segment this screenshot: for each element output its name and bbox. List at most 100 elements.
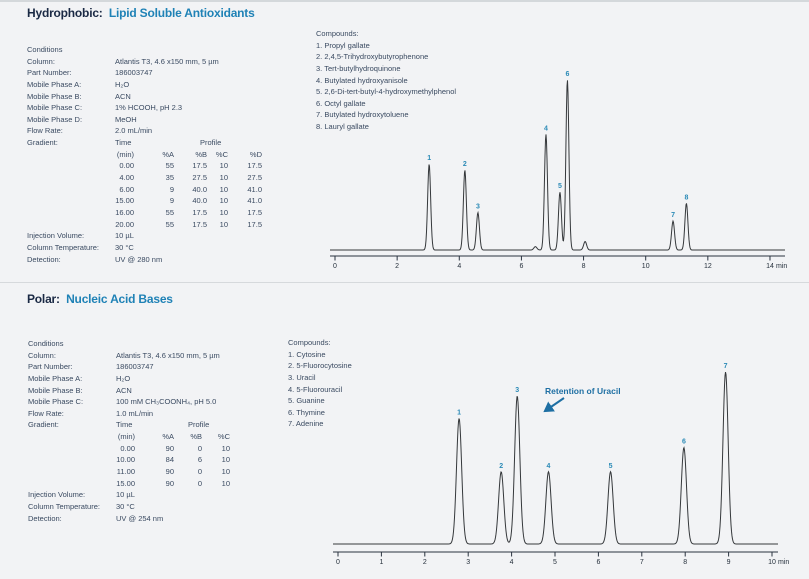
condition-row: Column Temperature: 30 °C xyxy=(28,501,288,513)
gradient-cell: 41.0 xyxy=(247,184,262,194)
gradient-header-row: Gradient: Time Profile xyxy=(28,419,288,431)
condition-row: Mobile Phase A: H₂O xyxy=(27,79,287,91)
peak-label-1: 1 xyxy=(457,409,461,416)
compounds-items: 1. Cytosine 2. 5-Fluorocytosine 3. Uracil 4… xyxy=(288,349,352,429)
condition-label: Flow Rate: xyxy=(28,408,64,418)
condition-row: Detection: UV @ 254 nm xyxy=(28,513,288,525)
compound-item: 1. Propyl gallate xyxy=(316,40,370,50)
x-tick-label: 1 xyxy=(379,559,383,566)
gradient-rows: 0.00 90 0 10 10.00 84 6 10 11.00 90 0 10 15.00 90 0 10 xyxy=(113,443,288,490)
gradient-cell: 6.00 xyxy=(119,184,134,194)
condition-label: Injection Volume: xyxy=(27,231,85,241)
top-border-line xyxy=(0,0,809,2)
gradient-cell: 20.00 xyxy=(115,219,134,229)
x-tick-label: 5 xyxy=(553,559,557,566)
compounds-list-polar: Compounds: 1. Cytosine 2. 5-Fluorocytosin… xyxy=(288,337,352,429)
gradient-cell: 0 xyxy=(197,467,202,477)
gradient-row: 11.00 90 0 10 xyxy=(113,466,288,478)
gradient-cell: 55 xyxy=(165,219,174,229)
condition-label: Mobile Phase D: xyxy=(27,114,83,124)
compound-item: 3. Tert-butylhydroquinone xyxy=(316,63,401,73)
condition-row: Flow Rate: 1.0 mL/min xyxy=(28,408,288,420)
gradient-cell: 55 xyxy=(165,207,174,217)
chromatogram-trace xyxy=(333,371,778,545)
gradient-cell: 55 xyxy=(165,161,174,171)
gradient-cell: 10 xyxy=(219,207,228,217)
chromatogram-trace xyxy=(330,80,785,251)
chromatogram-polar: 0 1 2 3 4 5 6 7 8 9 10 min 1 2 3 4 5 6 7 Retention of Uraci… xyxy=(333,363,789,566)
gradient-cell: 10 xyxy=(219,219,228,229)
gradient-cell: 27.5 xyxy=(192,173,207,183)
condition-label: Injection Volume: xyxy=(28,490,86,500)
gradient-cell: 15.00 xyxy=(116,478,135,488)
annotation-text: Retention of Uracil xyxy=(545,386,621,396)
section-divider-line xyxy=(0,282,809,283)
condition-value: 186003747 xyxy=(116,362,154,372)
condition-label: Part Number: xyxy=(28,362,73,372)
condition-label: Column: xyxy=(28,350,56,360)
gradient-col-header: %A xyxy=(162,432,174,442)
condition-label: Column: xyxy=(27,56,55,66)
x-tick-label: 4 xyxy=(510,559,514,566)
condition-row: Mobile Phase B: ACN xyxy=(27,91,287,103)
condition-label: Mobile Phase A: xyxy=(28,373,83,383)
condition-label: Column Temperature: xyxy=(27,242,99,252)
gradient-cell: 0 xyxy=(197,443,202,453)
condition-label: Mobile Phase B: xyxy=(28,385,83,395)
gradient-row: 0.00 90 0 10 xyxy=(113,443,288,455)
condition-label: Mobile Phase C: xyxy=(27,103,83,113)
x-tick-label: 7 xyxy=(640,559,644,566)
gradient-cell: 17.5 xyxy=(192,219,207,229)
gradient-table-head: Time Profile xyxy=(115,137,287,149)
gradient-cell: 10 xyxy=(221,443,230,453)
gradient-table: (min) %A %B %C %D 0.00 55 17.5 10 17.5 4.00 35 27.5… xyxy=(112,149,287,230)
gradient-row: 20.00 55 17.5 10 17.5 xyxy=(112,219,287,231)
section-title-prefix: Hydrophobic: xyxy=(27,6,103,20)
x-tick-label: 3 xyxy=(466,559,470,566)
compound-item: 1. Cytosine xyxy=(288,349,326,359)
gradient-col-header: %A xyxy=(162,149,174,159)
gradient-cell: 0.00 xyxy=(119,161,134,171)
gradient-cell: 15.00 xyxy=(115,196,134,206)
compound-item: 3. Uracil xyxy=(288,372,316,382)
gradient-cell: 9 xyxy=(169,196,174,206)
gradient-row: 6.00 9 40.0 10 41.0 xyxy=(112,184,287,196)
x-tick-label: 12 xyxy=(704,263,712,270)
condition-value: 30 °C xyxy=(115,242,134,252)
gradient-cell: 4.00 xyxy=(119,173,134,183)
gradient-cell: 17.5 xyxy=(247,219,262,229)
compound-item: 6. Octyl gallate xyxy=(316,98,366,108)
gradient-col-header: %D xyxy=(249,149,262,159)
peak-label-8: 8 xyxy=(684,194,688,201)
condition-value: 2.0 mL/min xyxy=(115,126,153,136)
compounds-items: 1. Propyl gallate 2. 2,4,5-Trihydroxybuty… xyxy=(316,40,456,131)
x-tick-label: 10 xyxy=(642,263,650,270)
peak-label-6: 6 xyxy=(565,71,569,78)
condition-label: Part Number: xyxy=(27,68,72,78)
condition-row: Mobile Phase C: 1% HCOOH, pH 2.3 xyxy=(27,102,287,114)
conditions-rows: Column: Atlantis T3, 4.6 x150 mm, 5 µm Par… xyxy=(27,56,287,137)
peak-label-5: 5 xyxy=(609,463,613,470)
condition-value: 10 µL xyxy=(116,490,135,500)
gradient-cell: 17.5 xyxy=(247,207,262,217)
gradient-row: 0.00 55 17.5 10 17.5 xyxy=(112,160,287,172)
x-tick-label: 2 xyxy=(423,559,427,566)
x-axis-unit: min xyxy=(776,263,787,270)
compound-item: 2. 5-Fluorocytosine xyxy=(288,361,352,371)
condition-label: Column Temperature: xyxy=(28,501,100,511)
compound-item: 2. 2,4,5-Trihydroxybutyrophenone xyxy=(316,52,429,62)
gradient-row: 4.00 35 27.5 10 27.5 xyxy=(112,172,287,184)
gradient-cell: 10.00 xyxy=(116,455,135,465)
x-tick-label: 8 xyxy=(683,559,687,566)
compound-item: 7. Adenine xyxy=(288,419,324,429)
condition-row: Mobile Phase C: 100 mM CH₃COONH₄, pH 5.0 xyxy=(28,396,288,408)
gradient-cell: 6 xyxy=(197,455,202,465)
section-title-prefix: Polar: xyxy=(27,292,60,306)
gradient-row: 10.00 84 6 10 xyxy=(113,454,288,466)
gradient-cell: 10 xyxy=(219,161,228,171)
gradient-time-header: Time xyxy=(116,420,133,430)
gradient-col-header: %B xyxy=(190,432,202,442)
condition-row: Injection Volume: 10 µL xyxy=(28,489,288,501)
peak-label-3: 3 xyxy=(515,387,519,394)
